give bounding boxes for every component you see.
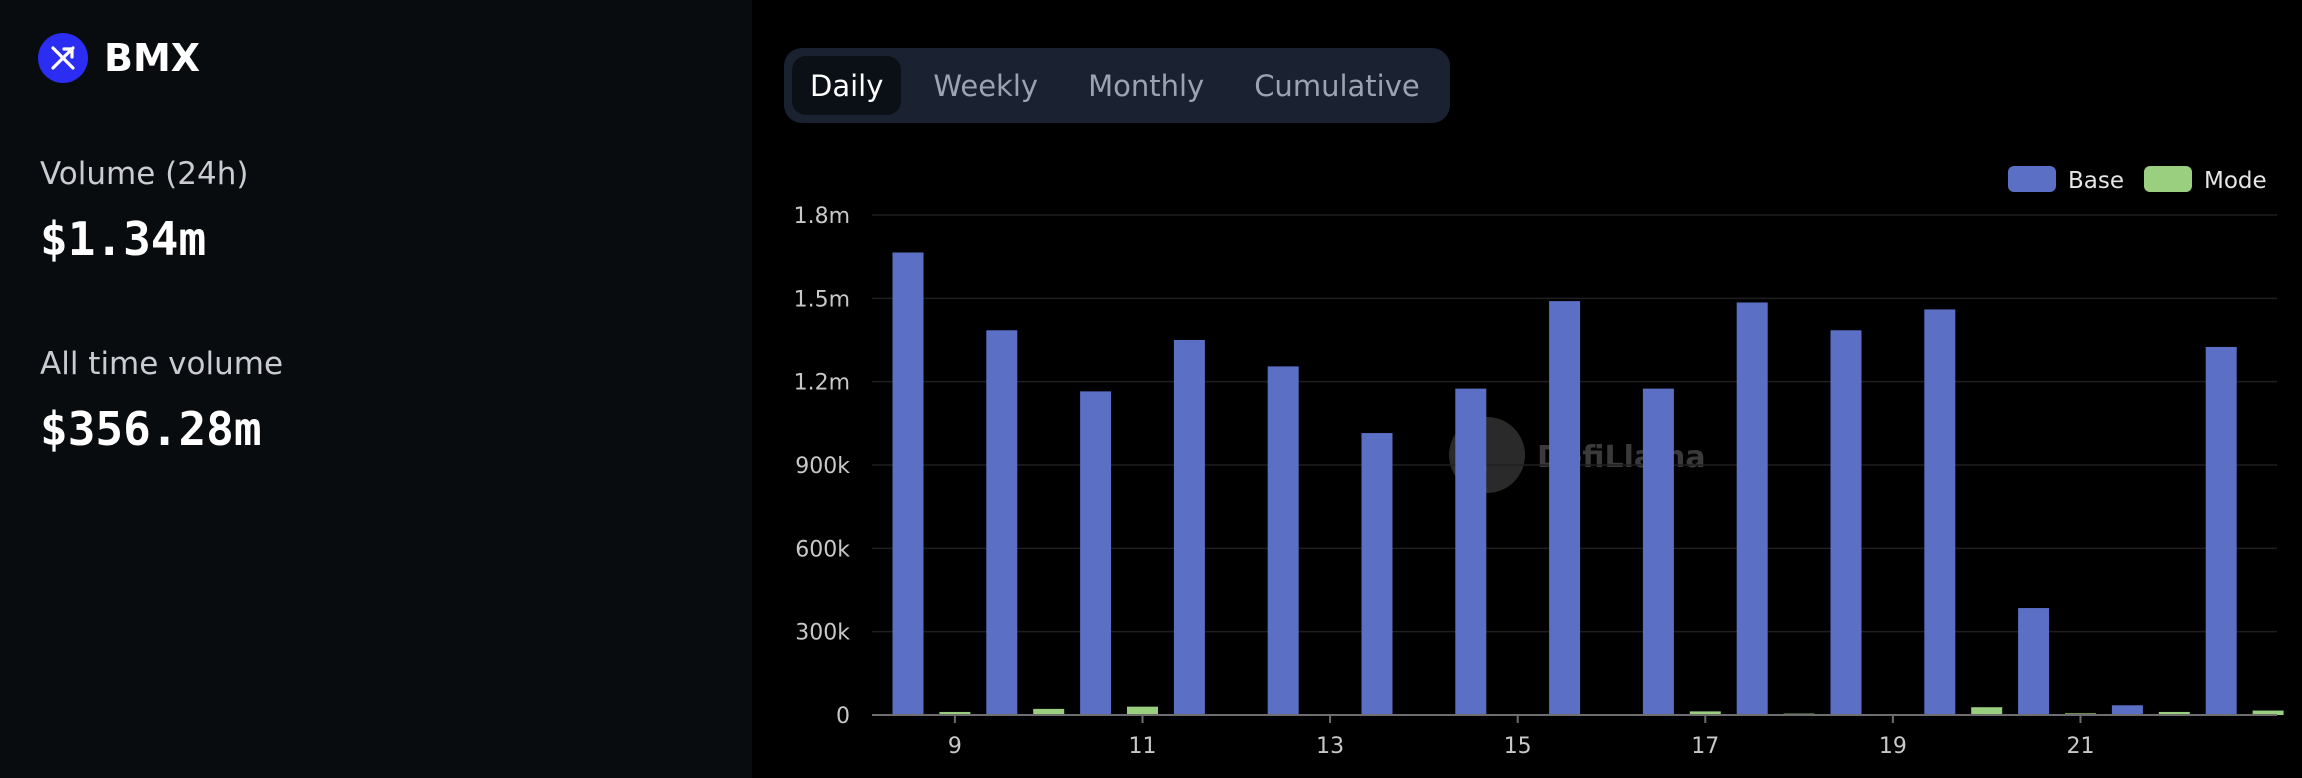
x-tick-label: 19 xyxy=(1879,734,1907,759)
y-tick-label: 1.2m xyxy=(794,371,850,396)
protocol-header: BMX xyxy=(38,33,200,83)
x-tick-label: 11 xyxy=(1129,734,1157,759)
bar-base[interactable] xyxy=(892,252,924,716)
bar-base[interactable] xyxy=(1455,388,1487,715)
bmx-logo-icon xyxy=(38,33,88,83)
y-tick-label: 0 xyxy=(836,704,850,729)
bar-base[interactable] xyxy=(1080,391,1112,715)
y-tick-label: 300k xyxy=(795,621,850,646)
bar-base[interactable] xyxy=(1173,340,1205,715)
bar-mode[interactable] xyxy=(1127,706,1158,715)
bar-base[interactable] xyxy=(1924,309,1956,715)
protocol-summary-panel: BMX Volume (24h) $1.34m All time volume … xyxy=(0,0,752,778)
y-tick-label: 1.5m xyxy=(794,287,850,312)
y-tick-label: 1.8m xyxy=(794,204,850,229)
x-tick-label: 15 xyxy=(1504,734,1532,759)
x-tick-label: 21 xyxy=(2067,734,2095,759)
tab-cumulative[interactable]: Cumulative xyxy=(1254,68,1420,103)
x-tick-label: 9 xyxy=(948,734,962,759)
bar-base[interactable] xyxy=(1549,301,1581,715)
bar-mode[interactable] xyxy=(939,711,971,715)
y-tick-label: 600k xyxy=(795,537,850,562)
bar-mode[interactable] xyxy=(1033,708,1065,715)
bar-base[interactable] xyxy=(1736,302,1768,716)
bar-base[interactable] xyxy=(2018,608,2050,715)
y-tick-label: 900k xyxy=(795,454,850,479)
bar-mode[interactable] xyxy=(2252,710,2284,715)
tab-weekly[interactable]: Weekly xyxy=(933,68,1039,103)
volume-24h-label: Volume (24h) xyxy=(40,156,249,192)
all-time-volume-label: All time volume xyxy=(40,346,284,382)
bar-base[interactable] xyxy=(1267,366,1299,715)
bar-base[interactable] xyxy=(986,330,1018,715)
legend-label[interactable]: Base xyxy=(2068,168,2124,194)
tab-monthly[interactable]: Monthly xyxy=(1088,68,1205,103)
tab-daily[interactable]: Daily xyxy=(792,56,902,115)
bar-base[interactable] xyxy=(1830,330,1862,715)
bar-base[interactable] xyxy=(1361,433,1393,715)
bar-base[interactable] xyxy=(2205,346,2237,715)
legend-swatch[interactable] xyxy=(2008,166,2056,192)
bar-mode[interactable] xyxy=(2158,711,2190,715)
legend-swatch[interactable] xyxy=(2144,166,2192,192)
x-tick-label: 13 xyxy=(1316,734,1344,759)
x-tick-label: 17 xyxy=(1691,734,1719,759)
protocol-name: BMX xyxy=(104,36,201,80)
period-tabs: Daily Weekly Monthly Cumulative xyxy=(784,48,1450,123)
all-time-volume-value: $356.28m xyxy=(40,402,262,456)
bar-base[interactable] xyxy=(2111,705,2143,715)
legend-label[interactable]: Mode xyxy=(2204,168,2267,194)
volume-24h-value: $1.34m xyxy=(40,212,207,266)
bar-mode[interactable] xyxy=(1689,711,1721,715)
bar-base[interactable] xyxy=(1642,388,1674,715)
bar-mode[interactable] xyxy=(1971,707,2003,715)
chart-panel: Daily Weekly Monthly Cumulative DefiLlam… xyxy=(752,0,2302,778)
